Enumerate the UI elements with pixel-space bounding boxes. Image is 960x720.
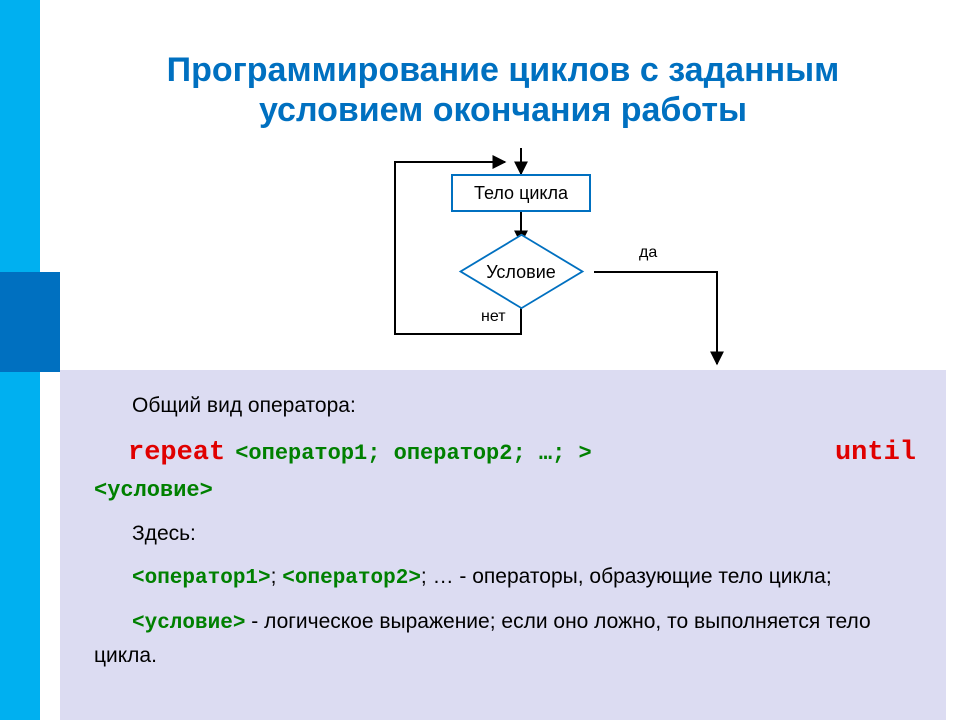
ops-tail: ; … - операторы, образующие тело цикла; [421,565,832,588]
cond-pre: <условие> [132,612,245,635]
kw-repeat: repeat [128,433,225,475]
panel-here: Здесь: [94,518,926,551]
syntax-cond: <условие> [94,474,926,508]
flowchart: Тело цикла Условие да нет [223,148,783,366]
panel-desc-cond: <условие> - логическое выражение; если о… [94,606,926,673]
panel-intro: Общий вид оператора: [94,390,926,423]
title-line-1: Программирование циклов с заданным [167,51,840,89]
flow-node-cond-label: Условие [486,262,556,283]
panel-desc-ops: <оператор1>; <оператор2>; … - операторы,… [94,561,926,596]
flow-node-body: Тело цикла [451,174,591,212]
flow-edge-yes-label: да [639,244,657,262]
page-title: Программирование циклов с заданным услов… [60,0,946,140]
op2: <оператор2> [282,567,421,590]
flow-edge-no-label: нет [481,308,506,326]
title-line-2: условием окончания работы [259,91,747,129]
code-panel: Общий вид оператора: repeat <оператор1; … [60,370,946,720]
syntax-block: repeat <оператор1; оператор2; …; > until… [94,433,926,509]
op1: <оператор1> [132,567,271,590]
flow-node-body-label: Тело цикла [474,183,568,204]
sep1: ; [271,565,283,588]
sidebar-inner [0,272,60,372]
syntax-ops: <оператор1; оператор2; …; > [235,437,591,471]
flow-node-cond: Условие [448,243,594,301]
slide-content: Программирование циклов с заданным услов… [60,0,946,720]
kw-until: until [835,433,916,475]
